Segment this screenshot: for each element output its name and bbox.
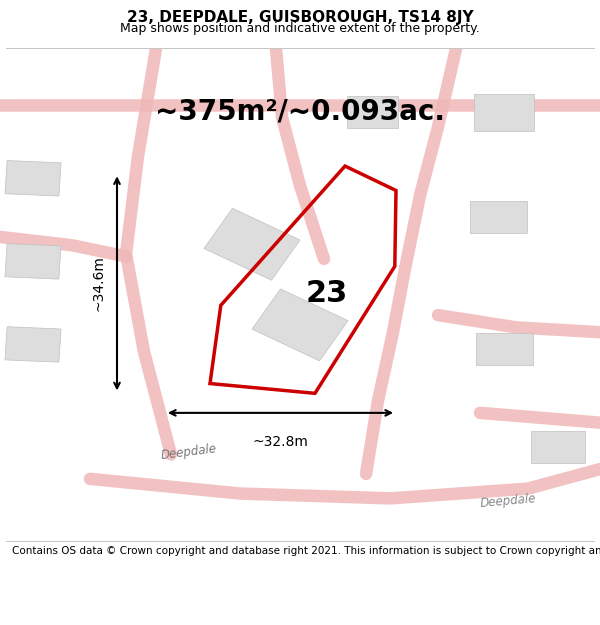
Polygon shape [5,244,61,279]
Text: Map shows position and indicative extent of the property.: Map shows position and indicative extent… [120,22,480,35]
Polygon shape [5,327,61,362]
Polygon shape [204,208,300,280]
Polygon shape [470,201,527,233]
Polygon shape [5,161,61,196]
Text: Deepdale: Deepdale [160,442,218,462]
Polygon shape [476,334,533,365]
Text: Contains OS data © Crown copyright and database right 2021. This information is : Contains OS data © Crown copyright and d… [12,546,600,556]
Polygon shape [531,431,585,463]
Polygon shape [347,96,398,128]
Text: ~32.8m: ~32.8m [252,435,308,449]
Text: ~375m²/~0.093ac.: ~375m²/~0.093ac. [155,98,445,126]
Text: Deepdale: Deepdale [480,492,537,510]
Text: ~34.6m: ~34.6m [92,256,106,311]
Polygon shape [252,289,348,361]
Polygon shape [474,94,534,131]
Text: 23, DEEPDALE, GUISBOROUGH, TS14 8JY: 23, DEEPDALE, GUISBOROUGH, TS14 8JY [127,10,473,25]
Text: 23: 23 [306,279,348,308]
